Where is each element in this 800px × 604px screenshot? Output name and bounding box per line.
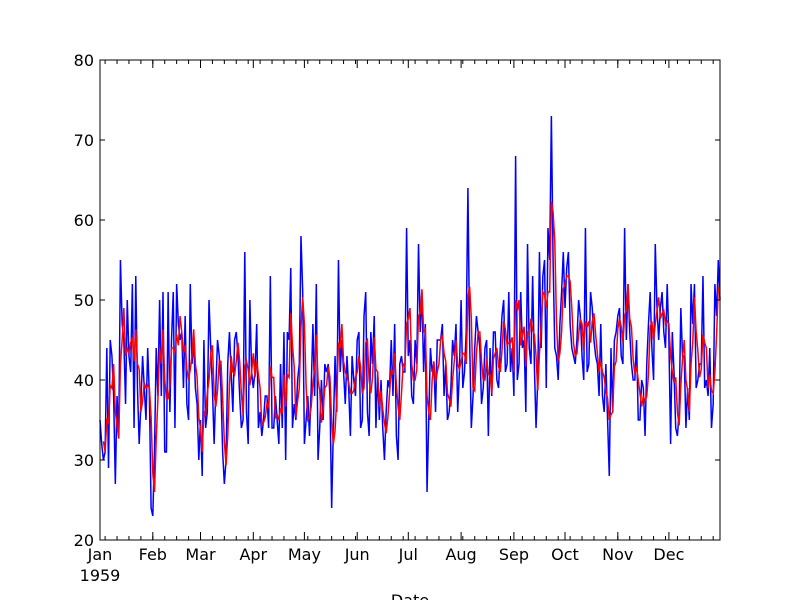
ytick-label: 60 xyxy=(74,211,94,230)
xtick-label: May xyxy=(288,545,321,564)
ytick-label: 40 xyxy=(74,371,94,390)
series-line-raw xyxy=(99,115,721,517)
series-line-rolling-mean xyxy=(102,201,721,493)
xtick-label: Jan xyxy=(87,545,113,564)
plot-area xyxy=(99,59,721,541)
x-axis-label: Date xyxy=(391,591,429,600)
y-axis: 20 30 40 50 60 70 80 xyxy=(74,51,720,550)
xtick-label: Sep xyxy=(499,545,529,564)
xtick-label: Dec xyxy=(653,545,684,564)
ytick-label: 70 xyxy=(74,131,94,150)
xtick-label: Oct xyxy=(551,545,579,564)
xtick-label: Feb xyxy=(139,545,167,564)
xtick-label: Jun xyxy=(344,545,370,564)
xtick-label: Jul xyxy=(398,545,418,564)
xtick-label: Mar xyxy=(185,545,216,564)
xtick-label: Apr xyxy=(239,545,267,564)
x-axis: Jan Feb Mar Apr May Jun Jul Aug Sep Oct Nov Dec xyxy=(87,60,714,564)
xtick-year: 1959 xyxy=(80,566,121,585)
ytick-label: 20 xyxy=(74,531,94,550)
ytick-label: 80 xyxy=(74,51,94,70)
ytick-label: 30 xyxy=(74,451,94,470)
xtick-label: Nov xyxy=(602,545,633,564)
ytick-label: 50 xyxy=(74,291,94,310)
xtick-label: Aug xyxy=(445,545,476,564)
